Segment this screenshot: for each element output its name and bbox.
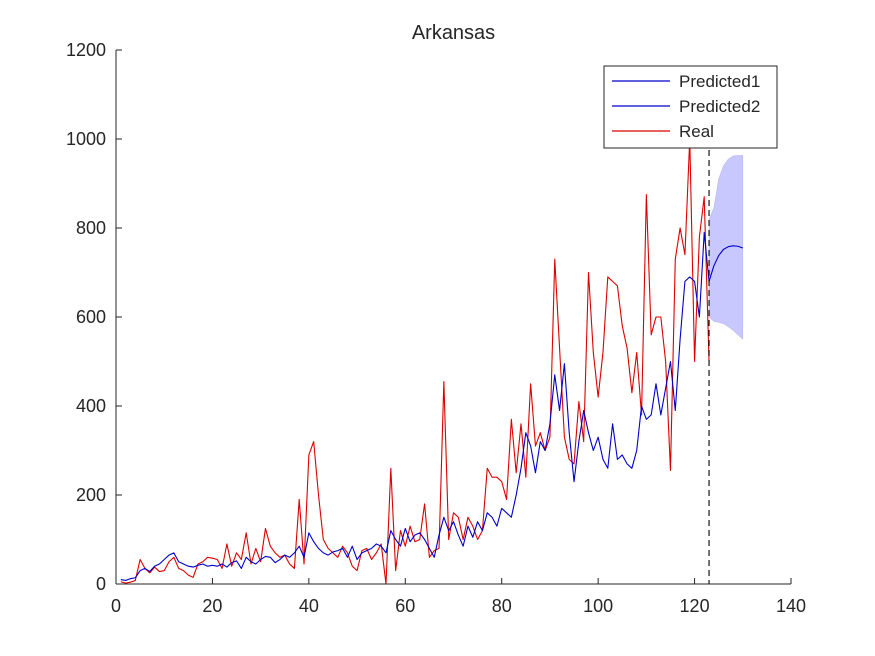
y-tick-label: 600 — [76, 307, 106, 327]
y-tick-label: 400 — [76, 396, 106, 416]
y-tick-label: 800 — [76, 218, 106, 238]
y-tick-label: 1200 — [66, 40, 106, 60]
chart-title: Arkansas — [412, 22, 495, 44]
legend: Predicted1 Predicted2 Real — [603, 65, 778, 149]
x-tick-label: 120 — [680, 596, 710, 616]
series-layer — [120, 138, 743, 585]
x-tick-label: 60 — [395, 596, 415, 616]
confidence-band — [708, 155, 744, 340]
y-tick-label: 200 — [76, 485, 106, 505]
series-line-predicted1 — [120, 231, 710, 581]
x-tick-label: 140 — [776, 596, 806, 616]
legend-label: Predicted2 — [679, 97, 760, 116]
legend-label: Real — [679, 122, 714, 141]
legend-label: Predicted1 — [679, 72, 760, 91]
tick-layer: 0 20 40 60 80 100 120 140 0 200 400 600 800 1000 1200 — [66, 40, 806, 616]
x-tick-label: 20 — [202, 596, 222, 616]
legend-box — [603, 65, 778, 149]
x-tick-label: 40 — [299, 596, 319, 616]
y-tick-label: 0 — [96, 574, 106, 594]
series-line-predicted2 — [708, 245, 743, 282]
x-tick-label: 80 — [492, 596, 512, 616]
confidence-band-layer — [708, 155, 744, 340]
series-line-real — [120, 138, 710, 585]
x-tick-label: 0 — [111, 596, 121, 616]
x-tick-label: 100 — [583, 596, 613, 616]
y-tick-label: 1000 — [66, 129, 106, 149]
